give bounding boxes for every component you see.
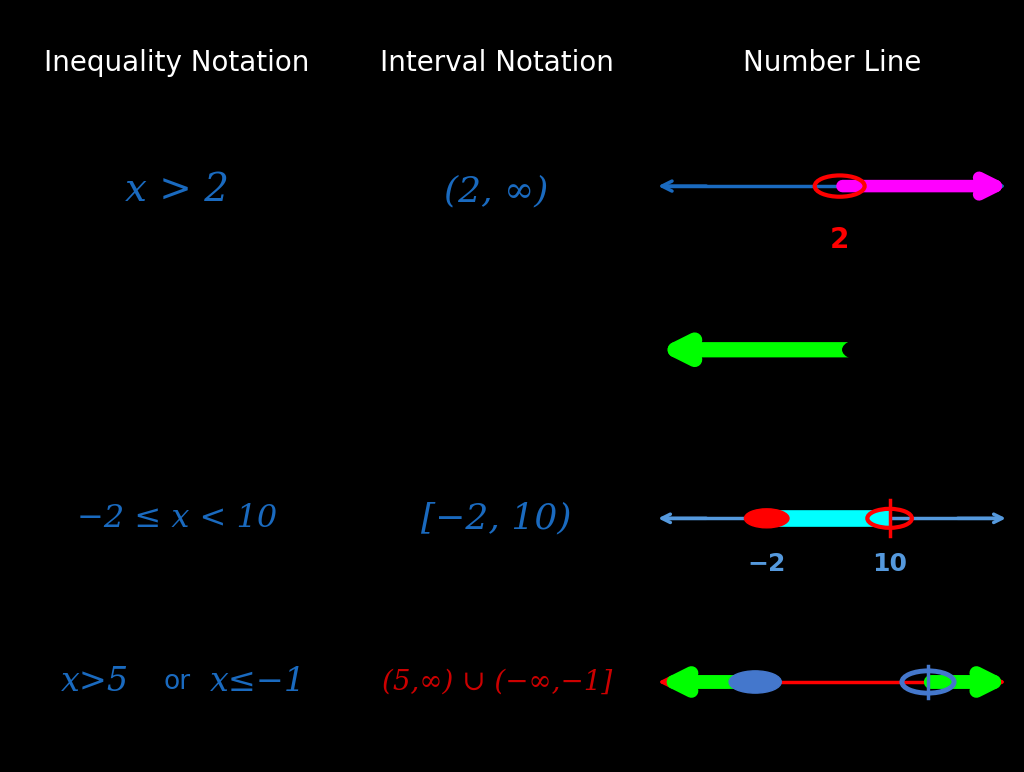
- Text: −2 ≤ x < 10: −2 ≤ x < 10: [77, 503, 276, 533]
- Text: 3: 3: [860, 386, 881, 415]
- Text: Inequality Notation: Inequality Notation: [44, 49, 309, 77]
- Text: Interval Notation: Interval Notation: [380, 49, 613, 77]
- Circle shape: [729, 671, 781, 693]
- Text: x > 2: x > 2: [125, 172, 228, 209]
- Text: x>5: x>5: [61, 666, 129, 698]
- Text: or: or: [163, 669, 190, 695]
- Text: Number Line: Number Line: [742, 49, 922, 77]
- Text: −1: −1: [736, 717, 774, 741]
- Text: x≤−1: x≤−1: [210, 666, 306, 698]
- Text: (2, ∞): (2, ∞): [444, 174, 549, 208]
- Text: [−2, 10): [−2, 10): [422, 501, 571, 535]
- Text: (−∞, 3]: (−∞, 3]: [429, 337, 564, 371]
- Circle shape: [843, 338, 898, 361]
- Text: (5,∞) ∪ (−∞,−1]: (5,∞) ∪ (−∞,−1]: [382, 669, 611, 696]
- Text: 2: 2: [830, 226, 849, 254]
- Circle shape: [744, 509, 790, 528]
- Text: −2: −2: [748, 552, 785, 576]
- Text: x ≤ 3: x ≤ 3: [125, 336, 228, 373]
- Text: 10: 10: [872, 552, 907, 576]
- Text: 5: 5: [920, 717, 937, 741]
